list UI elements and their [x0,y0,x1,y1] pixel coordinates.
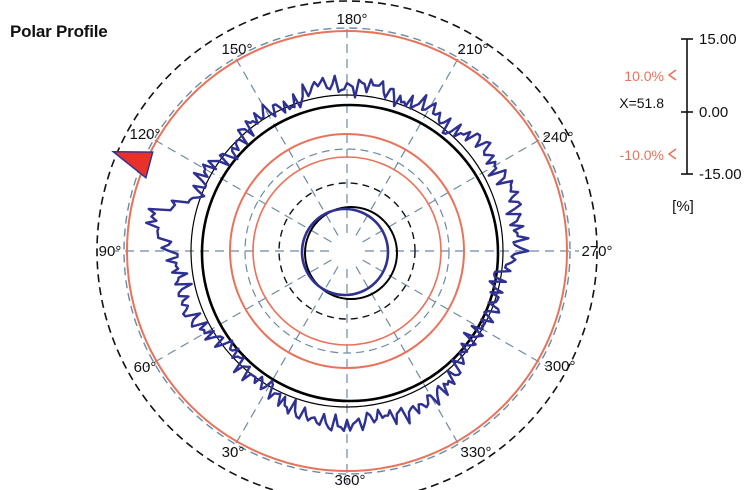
angle-label: 360° [334,472,365,489]
scale-tick-label: 0.00 [699,104,728,121]
out-of-tolerance-area [111,151,154,180]
profile-line [144,74,530,433]
angle-label: 270° [581,243,612,260]
upper-tolerance-label: 10.0% [624,68,664,84]
angle-label: 180° [336,11,367,28]
grid-spoke [362,134,549,243]
scale-bar: 15.00 0.00 -15.00 [%] 10.0% -10.0% X=51.8 [619,31,741,215]
angle-labels: 180° 210° 240° 270° 300° 330° 360° 30° 60° 90° 120… [99,11,613,489]
inner-tolerance-ring [252,156,442,346]
angle-label: 300° [544,358,575,375]
profile-series [111,74,530,433]
outer-limit-ring [96,0,598,490]
chart-title: Polar Profile [10,22,108,41]
angle-label: 60° [134,359,157,376]
grid-spoke [145,134,332,243]
scale-tick-label: 15.00 [699,31,737,48]
grid-spoke [362,259,549,368]
grid-ring-inner [244,148,450,354]
lower-tolerance-marker [667,148,677,160]
angle-label: 150° [221,41,252,58]
reference-rings [126,30,568,472]
angle-label: 240° [542,129,573,146]
lower-tolerance-label: -10.0% [620,147,664,163]
grid-spoke [145,259,332,368]
angle-label: 330° [460,444,491,461]
mean-value-label: X=51.8 [619,95,664,111]
angle-label: 30° [222,444,245,461]
scale-unit: [%] [672,198,694,215]
angle-label: 120° [129,126,160,143]
polar-grid [96,0,598,490]
grid-spoke [230,49,339,236]
grid-spoke [230,266,339,453]
grid-spoke [355,49,464,236]
grid-ring-outer [123,27,571,475]
angle-label: 210° [457,41,488,58]
inner-limit-ring [278,182,416,320]
scale-tick-label: -15.00 [699,166,742,183]
mean-reference-ring [200,103,500,403]
angle-label: 90° [99,243,122,260]
upper-tolerance-ring [126,30,568,472]
center-profile-circle [300,207,390,297]
center-reference-circle [304,206,398,300]
grid-spoke [355,266,464,453]
lower-tolerance-ring [229,133,465,369]
upper-tolerance-marker [667,69,677,81]
fit-reference-ring [190,94,504,408]
